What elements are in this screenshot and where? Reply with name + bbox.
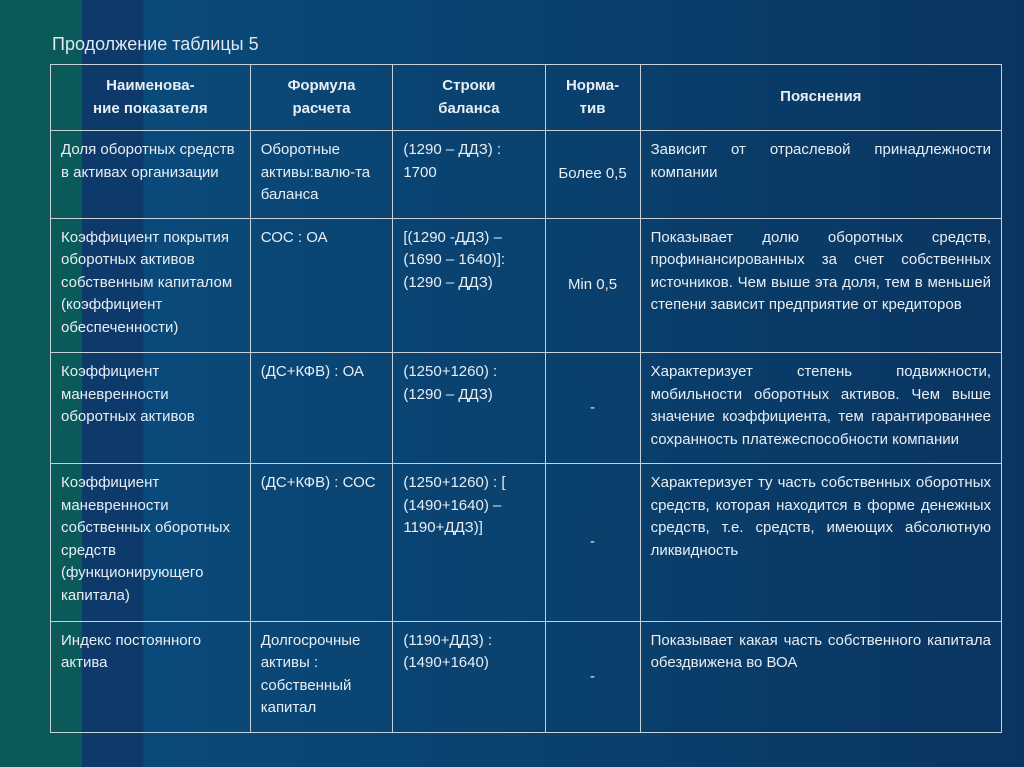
- cell-desc: Характеризует степень подвижности, мобил…: [640, 353, 1001, 464]
- cell-norm: -: [545, 621, 640, 732]
- data-table: Наименова-ние показателя Формуларасчета …: [50, 64, 1002, 733]
- cell-formula: СОС : ОА: [250, 218, 393, 352]
- table-row: Доля оборотных средств в активах организ…: [51, 131, 1002, 219]
- table-row: Коэффициент покрытия оборотных активов с…: [51, 218, 1002, 352]
- table-header-row: Наименова-ние показателя Формуларасчета …: [51, 65, 1002, 131]
- cell-desc: Зависит от отраслевой принадлежности ком…: [640, 131, 1001, 219]
- table-row: Коэффициент маневренности оборотных акти…: [51, 353, 1002, 464]
- cell-formula: (ДС+КФВ) : ОА: [250, 353, 393, 464]
- col-header-formula: Формуларасчета: [250, 65, 393, 131]
- cell-norm: -: [545, 464, 640, 622]
- cell-formula: Долгосрочные активы : собственный капита…: [250, 621, 393, 732]
- cell-norm: Min 0,5: [545, 218, 640, 352]
- cell-name: Доля оборотных средств в активах организ…: [51, 131, 251, 219]
- cell-norm: Более 0,5: [545, 131, 640, 219]
- cell-norm: -: [545, 353, 640, 464]
- col-header-name: Наименова-ние показателя: [51, 65, 251, 131]
- table-container: Наименова-ние показателя Формуларасчета …: [50, 64, 1002, 733]
- cell-lines: [(1290 -ДДЗ) – (1690 – 1640)]: (1290 – Д…: [393, 218, 545, 352]
- col-header-norm: Норма-тив: [545, 65, 640, 131]
- cell-lines: (1290 – ДДЗ) : 1700: [393, 131, 545, 219]
- col-header-desc: Пояснения: [640, 65, 1001, 131]
- cell-lines: (1250+1260) : [ (1490+1640) – 1190+ДДЗ)]: [393, 464, 545, 622]
- cell-desc: Показывает долю оборотных средств, профи…: [640, 218, 1001, 352]
- cell-name: Коэффициент маневренности оборотных акти…: [51, 353, 251, 464]
- page-title: Продолжение таблицы 5: [52, 34, 259, 55]
- cell-name: Индекс постоянного актива: [51, 621, 251, 732]
- col-header-lines: Строкибаланса: [393, 65, 545, 131]
- cell-lines: (1190+ДДЗ) : (1490+1640): [393, 621, 545, 732]
- cell-formula: Оборотные активы:валю-та баланса: [250, 131, 393, 219]
- cell-name: Коэффициент маневренности собственных об…: [51, 464, 251, 622]
- table-row: Индекс постоянного активаДолгосрочные ак…: [51, 621, 1002, 732]
- cell-lines: (1250+1260) : (1290 – ДДЗ): [393, 353, 545, 464]
- cell-name: Коэффициент покрытия оборотных активов с…: [51, 218, 251, 352]
- table-row: Коэффициент маневренности собственных об…: [51, 464, 1002, 622]
- cell-formula: (ДС+КФВ) : СОС: [250, 464, 393, 622]
- cell-desc: Характеризует ту часть собственных оборо…: [640, 464, 1001, 622]
- cell-desc: Показывает какая часть собственного капи…: [640, 621, 1001, 732]
